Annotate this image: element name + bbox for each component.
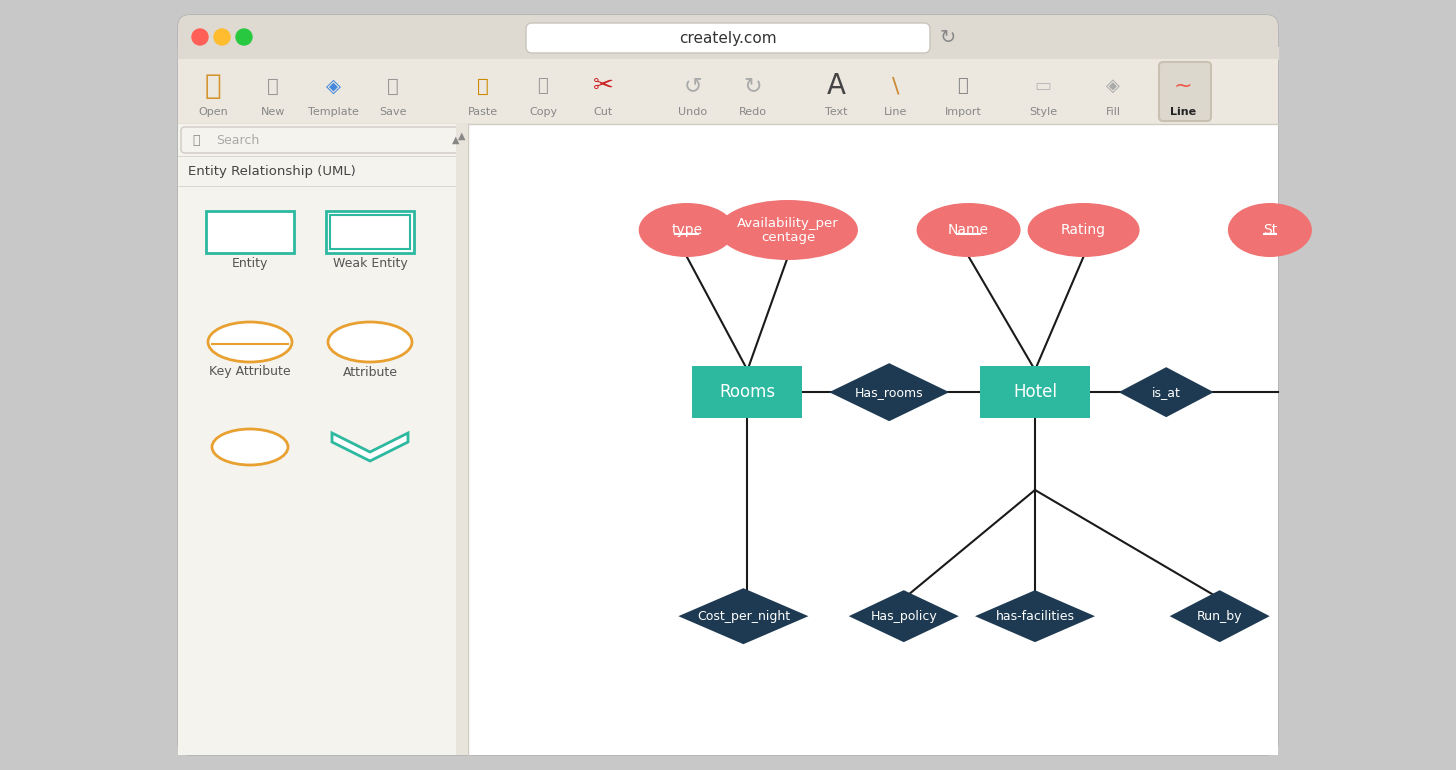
Bar — [178, 124, 467, 755]
Ellipse shape — [208, 322, 293, 362]
Bar — [205, 211, 294, 253]
Text: Fill: Fill — [1105, 107, 1121, 117]
Text: ◈: ◈ — [1107, 77, 1120, 95]
Text: is_at: is_at — [1152, 386, 1181, 399]
Text: Line: Line — [1171, 107, 1195, 117]
Text: Cost_per_night: Cost_per_night — [697, 610, 791, 623]
Text: Name: Name — [948, 223, 989, 237]
FancyBboxPatch shape — [526, 23, 930, 53]
Text: 📋: 📋 — [478, 76, 489, 95]
Text: Key Attribute: Key Attribute — [210, 366, 291, 379]
Bar — [980, 367, 1091, 418]
Circle shape — [192, 29, 208, 45]
Polygon shape — [830, 363, 949, 421]
Polygon shape — [849, 590, 960, 642]
Text: Entity Relationship (UML): Entity Relationship (UML) — [188, 166, 355, 179]
FancyBboxPatch shape — [178, 15, 1278, 59]
Text: 💾: 💾 — [387, 76, 399, 95]
Text: ~: ~ — [1174, 76, 1192, 96]
FancyBboxPatch shape — [1159, 62, 1211, 121]
Text: \: \ — [893, 76, 900, 96]
Ellipse shape — [917, 203, 1021, 257]
Ellipse shape — [718, 200, 858, 260]
Text: Copy: Copy — [529, 107, 558, 117]
Text: Style: Style — [1029, 107, 1057, 117]
Ellipse shape — [213, 429, 288, 465]
Bar — [326, 211, 414, 253]
Text: St: St — [1262, 223, 1277, 237]
Text: Rating: Rating — [1061, 223, 1107, 237]
Text: 🗂: 🗂 — [205, 72, 221, 100]
Bar — [178, 59, 1278, 124]
Text: ▲: ▲ — [453, 135, 460, 145]
Text: 🖼: 🖼 — [958, 77, 968, 95]
Text: 📄: 📄 — [266, 76, 280, 95]
Text: ↺: ↺ — [684, 76, 702, 96]
Text: Undo: Undo — [678, 107, 708, 117]
Ellipse shape — [1028, 203, 1140, 257]
Text: A: A — [827, 72, 846, 100]
Bar — [178, 124, 467, 156]
FancyBboxPatch shape — [178, 15, 1278, 755]
Text: Hotel: Hotel — [1013, 383, 1057, 401]
Text: Save: Save — [379, 107, 406, 117]
Text: ✂: ✂ — [593, 74, 613, 98]
Text: Paste: Paste — [467, 107, 498, 117]
Polygon shape — [678, 588, 808, 644]
Circle shape — [214, 29, 230, 45]
Text: ▭: ▭ — [1035, 77, 1051, 95]
Bar — [331, 215, 411, 249]
Text: Redo: Redo — [740, 107, 767, 117]
Text: Text: Text — [824, 107, 847, 117]
Text: creately.com: creately.com — [678, 31, 778, 45]
Text: Run_by: Run_by — [1197, 610, 1242, 623]
Text: Template: Template — [307, 107, 358, 117]
Text: 📄: 📄 — [537, 77, 549, 95]
Ellipse shape — [328, 322, 412, 362]
Text: Rooms: Rooms — [719, 383, 776, 401]
Text: Has_policy: Has_policy — [871, 610, 938, 623]
Text: Import: Import — [945, 107, 981, 117]
Text: Availability_per: Availability_per — [737, 216, 839, 229]
Ellipse shape — [639, 203, 735, 257]
Polygon shape — [976, 590, 1095, 642]
Text: centage: centage — [761, 230, 815, 243]
Text: 🔍: 🔍 — [192, 133, 199, 146]
Bar — [456, 124, 467, 755]
Ellipse shape — [1227, 203, 1312, 257]
Text: ↻: ↻ — [744, 76, 763, 96]
Text: has-facilities: has-facilities — [996, 610, 1075, 623]
Text: Cut: Cut — [594, 107, 613, 117]
Text: ◈: ◈ — [326, 76, 341, 95]
Text: Line: Line — [884, 107, 907, 117]
Text: Attribute: Attribute — [342, 366, 397, 379]
Polygon shape — [1118, 367, 1214, 417]
Text: Search: Search — [215, 133, 259, 146]
Text: New: New — [261, 107, 285, 117]
Text: Open: Open — [198, 107, 229, 117]
Text: Has_rooms: Has_rooms — [855, 386, 923, 399]
Text: Weak Entity: Weak Entity — [332, 257, 408, 270]
Bar — [693, 367, 802, 418]
Polygon shape — [1169, 590, 1270, 642]
Text: type: type — [671, 223, 702, 237]
FancyBboxPatch shape — [181, 127, 464, 153]
Text: Entity: Entity — [232, 257, 268, 270]
Text: ↻: ↻ — [939, 28, 957, 48]
Text: ▲: ▲ — [459, 131, 466, 141]
Circle shape — [236, 29, 252, 45]
Bar — [467, 124, 1278, 755]
Polygon shape — [332, 433, 408, 461]
